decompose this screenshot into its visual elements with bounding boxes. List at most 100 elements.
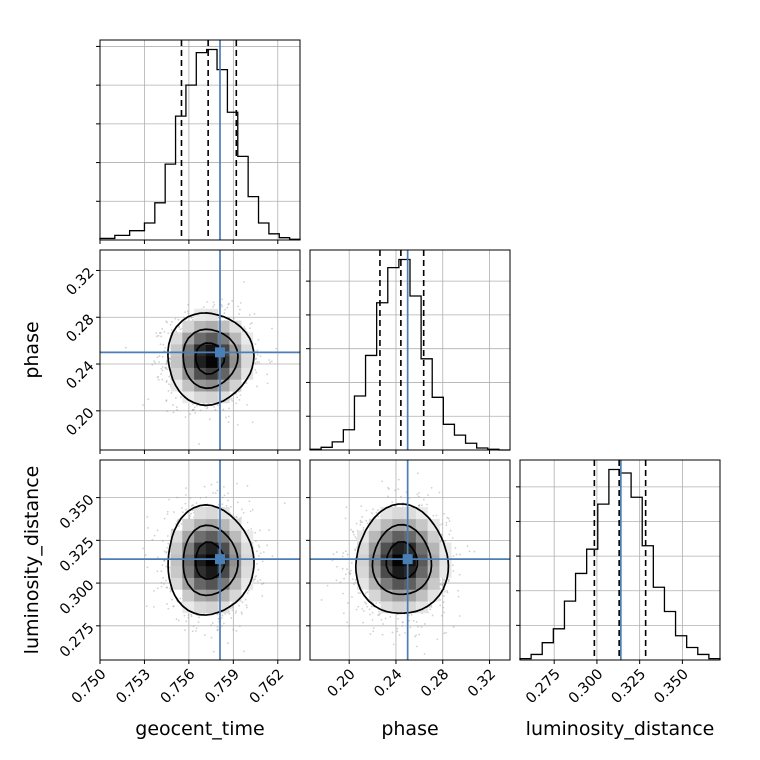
- sample-point: [216, 629, 219, 632]
- sample-point: [362, 526, 365, 529]
- sample-point: [448, 578, 450, 581]
- density-cell: [194, 507, 207, 520]
- sample-point: [165, 551, 168, 554]
- sample-point: [275, 347, 277, 350]
- sample-point: [257, 568, 260, 571]
- sample-point: [203, 634, 206, 636]
- sample-point: [247, 589, 250, 592]
- sample-point: [466, 545, 469, 548]
- sample-point: [239, 301, 242, 304]
- sample-point: [432, 514, 435, 517]
- sample-point: [423, 653, 426, 655]
- sample-point: [173, 511, 175, 513]
- sample-point: [375, 511, 378, 514]
- sample-point: [353, 583, 355, 586]
- density-cell: [205, 391, 218, 404]
- density-cell: [194, 332, 207, 345]
- sample-point: [440, 614, 443, 617]
- sample-point: [258, 361, 261, 364]
- sample-point: [370, 512, 373, 515]
- sample-point: [225, 504, 228, 507]
- sample-point: [170, 329, 173, 331]
- density-cell: [170, 355, 183, 368]
- sample-point: [211, 622, 214, 624]
- sample-point: [457, 589, 460, 592]
- sample-point: [369, 633, 372, 635]
- sample-point: [163, 517, 166, 520]
- sample-point: [180, 396, 182, 399]
- sample-point: [257, 555, 260, 557]
- sample-point: [442, 601, 445, 604]
- density-cell: [194, 554, 207, 567]
- sample-point: [261, 595, 264, 597]
- sample-point: [227, 492, 229, 495]
- sample-point: [349, 573, 351, 576]
- sample-point: [157, 334, 160, 337]
- sample-point: [244, 328, 247, 330]
- sample-point: [417, 625, 419, 628]
- sample-point: [350, 562, 353, 564]
- sample-point: [249, 510, 252, 513]
- density-cell: [205, 577, 218, 590]
- sample-point: [198, 616, 200, 619]
- density-cell: [182, 379, 195, 392]
- sample-point: [401, 621, 404, 624]
- sample-point: [431, 614, 434, 617]
- sample-point: [166, 321, 169, 324]
- sample-point: [146, 516, 149, 518]
- sample-point: [427, 494, 429, 497]
- sample-point: [454, 547, 457, 549]
- sample-point: [156, 376, 159, 379]
- sample-point: [451, 537, 454, 539]
- sample-point: [344, 517, 347, 520]
- sample-point: [226, 499, 229, 502]
- sample-point: [387, 486, 389, 489]
- sample-point: [388, 488, 390, 490]
- sample-point: [428, 606, 431, 608]
- sample-point: [378, 601, 381, 604]
- sample-point: [142, 547, 145, 550]
- sample-point: [193, 408, 195, 411]
- sample-point: [266, 382, 269, 385]
- sample-point: [448, 533, 451, 536]
- sample-point: [161, 366, 164, 368]
- panel-inner: [100, 250, 300, 450]
- sample-point: [245, 604, 248, 607]
- density-cell: [205, 530, 218, 543]
- sample-point: [213, 406, 216, 408]
- sample-point: [210, 624, 213, 627]
- density-cell: [241, 344, 254, 357]
- sample-point: [414, 635, 416, 638]
- sample-point: [174, 397, 177, 399]
- sample-point: [162, 343, 165, 346]
- sample-point: [417, 495, 420, 498]
- sample-point: [361, 516, 363, 518]
- sample-point: [235, 402, 238, 405]
- sample-point: [181, 507, 183, 509]
- sample-point: [415, 645, 418, 648]
- sample-point: [231, 606, 234, 609]
- sample-point: [352, 533, 355, 536]
- contour-line: [182, 524, 239, 597]
- sample-point: [192, 625, 195, 628]
- sample-point: [195, 630, 197, 632]
- sample-point: [391, 501, 394, 504]
- sample-point: [217, 404, 219, 407]
- sample-point: [256, 385, 258, 388]
- sample-point: [223, 622, 225, 625]
- sample-point: [357, 605, 360, 608]
- sample-point: [268, 529, 271, 531]
- sample-point: [420, 626, 423, 628]
- sample-point: [394, 489, 397, 492]
- density-cell: [194, 577, 207, 590]
- sample-point: [360, 505, 363, 508]
- sample-point: [160, 335, 163, 338]
- sample-point: [192, 509, 194, 512]
- sample-point: [183, 614, 186, 617]
- sample-point: [266, 373, 269, 376]
- sample-point: [168, 566, 171, 569]
- sample-point: [240, 611, 243, 614]
- sample-point: [168, 587, 171, 590]
- sample-point: [240, 516, 243, 519]
- sample-point: [165, 362, 168, 364]
